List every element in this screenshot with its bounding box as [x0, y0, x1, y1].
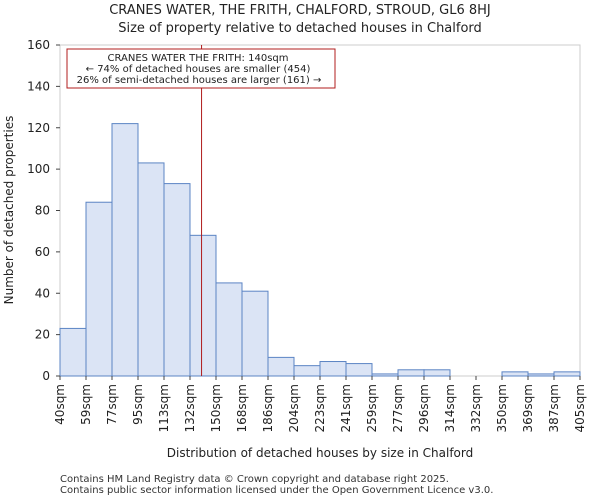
x-tick-label: 40sqm [53, 384, 67, 425]
bar-350sqm [501, 371, 529, 377]
y-axis-ticks: 0 20 40 60 80 100 120 140 160 [27, 38, 60, 383]
bar-168sqm [241, 290, 269, 377]
x-tick-label: 387sqm [547, 384, 561, 432]
x-axis-ticks: 40sqm 59sqm 77sqm 95sqm 113sqm 132sqm 150sqm 16… [53, 376, 587, 432]
annotation-line-3: 26% of semi-detached houses are larger (… [77, 75, 322, 86]
x-tick-label: 405sqm [573, 384, 587, 432]
annotation-box: CRANES WATER THE FRITH: 140sqm ← 74% of … [66, 48, 336, 89]
x-tick-label: 332sqm [469, 384, 483, 432]
bar-40sqm [59, 327, 87, 377]
x-tick-label: 277sqm [391, 384, 405, 432]
y-tick-label: 20 [35, 328, 50, 342]
bar-241sqm [345, 363, 373, 377]
annotation-line-2: ← 74% of detached houses are smaller (45… [86, 64, 311, 75]
y-tick-label: 100 [27, 162, 50, 176]
bar-223sqm [319, 361, 347, 377]
bar-95sqm [137, 162, 165, 377]
x-tick-label: 314sqm [443, 384, 457, 432]
annotation-line-1: CRANES WATER THE FRITH: 140sqm [108, 53, 289, 64]
y-tick-label: 120 [27, 121, 50, 135]
chart-subtitle: Size of property relative to detached ho… [118, 21, 482, 36]
y-tick-label: 40 [35, 286, 50, 300]
x-tick-label: 259sqm [365, 384, 379, 432]
x-tick-label: 204sqm [287, 384, 301, 432]
y-axis-label: Number of detached properties [2, 116, 16, 305]
bar-77sqm [111, 123, 139, 377]
x-tick-label: 150sqm [209, 384, 223, 432]
bar-387sqm [553, 371, 581, 377]
bars-group [59, 123, 581, 377]
bar-369sqm [527, 373, 555, 377]
x-tick-label: 132sqm [183, 384, 197, 432]
x-tick-label: 186sqm [261, 384, 275, 432]
footer-line-2: Contains public sector information licen… [60, 485, 494, 496]
x-tick-label: 168sqm [235, 384, 249, 432]
y-tick-label: 60 [35, 245, 50, 259]
x-axis-label: Distribution of detached houses by size … [167, 446, 473, 460]
x-tick-label: 296sqm [417, 384, 431, 432]
bar-204sqm [293, 365, 321, 377]
x-tick-label: 223sqm [313, 384, 327, 432]
x-tick-label: 350sqm [495, 384, 509, 432]
footer-line-1: Contains HM Land Registry data © Crown c… [60, 474, 449, 485]
x-tick-label: 59sqm [79, 384, 93, 425]
bar-59sqm [85, 201, 113, 377]
y-tick-label: 140 [27, 79, 50, 93]
bar-113sqm [163, 183, 191, 377]
y-tick-label: 80 [35, 204, 50, 218]
bar-259sqm [371, 373, 399, 377]
y-tick-label: 0 [42, 369, 50, 383]
bar-150sqm [215, 282, 243, 377]
bar-296sqm [423, 369, 451, 377]
bar-186sqm [267, 356, 295, 377]
bar-277sqm [397, 369, 425, 377]
y-tick-label: 160 [27, 38, 50, 52]
chart-title: CRANES WATER, THE FRITH, CHALFORD, STROU… [109, 3, 491, 18]
x-tick-label: 95sqm [131, 384, 145, 425]
x-tick-label: 113sqm [157, 384, 171, 432]
x-tick-label: 77sqm [105, 384, 119, 425]
x-tick-label: 369sqm [521, 384, 535, 432]
x-tick-label: 241sqm [339, 384, 353, 432]
bar-132sqm [189, 234, 217, 377]
